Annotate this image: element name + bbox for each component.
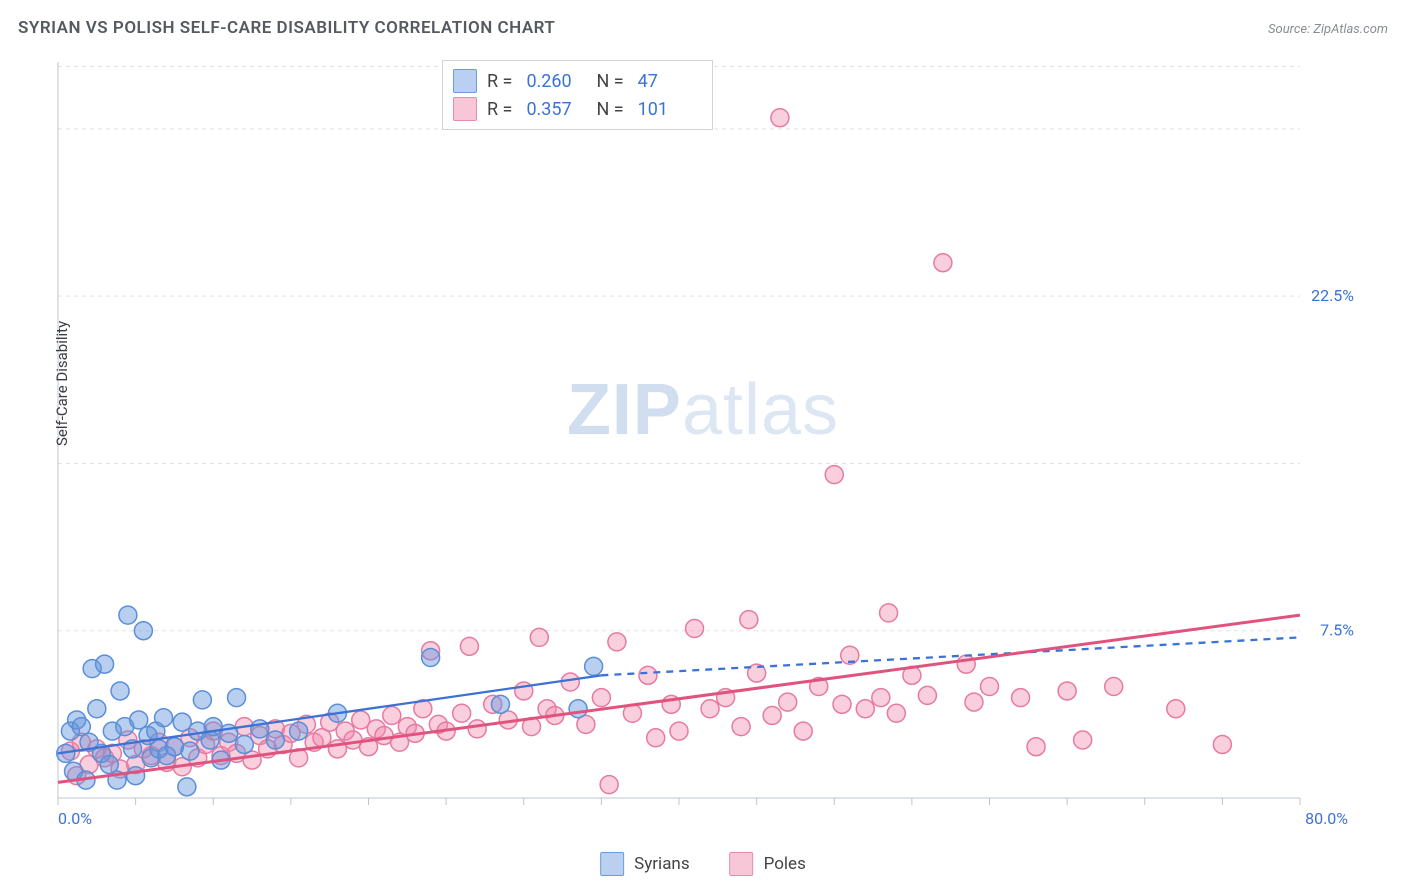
scatter-point [422, 648, 440, 666]
scatter-point [127, 767, 145, 785]
scatter-chart: 7.5% 22.5% 0.0% 80.0% [50, 52, 1360, 840]
scatter-point [88, 700, 106, 718]
legend-item: Poles [730, 852, 806, 876]
legend-row: R = 0.260 N = 47 [453, 67, 698, 95]
scatter-point [918, 686, 936, 704]
scatter-point [569, 700, 587, 718]
x-tick-label: 0.0% [58, 809, 92, 828]
scatter-point [585, 657, 603, 675]
scatter-point [856, 700, 874, 718]
scatter-point [193, 691, 211, 709]
scatter-point [608, 633, 626, 651]
scatter-point [887, 704, 905, 722]
scatter-point [155, 709, 173, 727]
legend-r-value: 0.357 [526, 99, 586, 120]
legend-label: Poles [764, 854, 806, 874]
scatter-point [96, 655, 114, 673]
scatter-point [130, 711, 148, 729]
scatter-point [934, 254, 952, 272]
legend-n-value: 47 [638, 71, 698, 92]
x-tick-label: 80.0% [1305, 809, 1348, 828]
scatter-point [266, 731, 284, 749]
scatter-point [965, 693, 983, 711]
chart-title: SYRIAN VS POLISH SELF-CARE DISABILITY CO… [18, 18, 555, 38]
legend-item: Syrians [600, 852, 689, 876]
scatter-point [701, 700, 719, 718]
scatter-point [1074, 731, 1092, 749]
scatter-point [1213, 735, 1231, 753]
plot-area: Self-Care Disability 7.5% 22.5% 0.0% 80.0% [50, 52, 1360, 840]
scatter-point [228, 689, 246, 707]
legend-swatch [453, 69, 477, 93]
trend-line-dash [601, 637, 1300, 675]
scatter-point [1012, 689, 1030, 707]
scatter-point [453, 704, 471, 722]
scatter-point [468, 720, 486, 738]
scatter-point [686, 619, 704, 637]
scatter-point [779, 693, 797, 711]
scatter-point [880, 604, 898, 622]
scatter-point [383, 706, 401, 724]
scatter-point [460, 637, 478, 655]
scatter-point [763, 706, 781, 724]
scatter-point [181, 742, 199, 760]
legend-n-label: N = [596, 99, 623, 120]
scatter-point [178, 778, 196, 796]
series-legend: Syrians Poles [600, 852, 806, 876]
scatter-point [290, 722, 308, 740]
legend-swatch [730, 852, 754, 876]
scatter-point [647, 729, 665, 747]
scatter-point [639, 666, 657, 684]
scatter-point [111, 682, 129, 700]
scatter-point [794, 722, 812, 740]
scatter-point [740, 611, 758, 629]
y-tick-label: 22.5% [1311, 286, 1354, 305]
scatter-point [119, 606, 137, 624]
scatter-point [1027, 738, 1045, 756]
scatter-point [833, 695, 851, 713]
scatter-point [530, 628, 548, 646]
legend-label: Syrians [634, 854, 689, 874]
legend-swatch [600, 852, 624, 876]
scatter-point [771, 109, 789, 127]
scatter-point [1105, 677, 1123, 695]
y-axis-label: Self-Care Disability [53, 321, 71, 446]
legend-row: R = 0.357 N = 101 [453, 95, 698, 123]
scatter-point [134, 622, 152, 640]
legend-swatch [453, 97, 477, 121]
y-tick-label: 7.5% [1320, 621, 1354, 640]
scatter-point [825, 466, 843, 484]
legend-r-label: R = [487, 99, 512, 120]
scatter-point [1167, 700, 1185, 718]
correlation-legend: R = 0.260 N = 47 R = 0.357 N = 101 [442, 60, 713, 130]
legend-r-value: 0.260 [526, 71, 586, 92]
scatter-point [872, 689, 890, 707]
scatter-point [670, 722, 688, 740]
scatter-point [235, 735, 253, 753]
scatter-point [1058, 682, 1076, 700]
scatter-point [981, 677, 999, 695]
scatter-point [561, 673, 579, 691]
scatter-point [592, 689, 610, 707]
legend-r-label: R = [487, 71, 512, 92]
scatter-point [600, 776, 618, 794]
scatter-point [491, 695, 509, 713]
legend-n-value: 101 [638, 99, 698, 120]
legend-n-label: N = [596, 71, 623, 92]
source-attribution: Source: ZipAtlas.com [1268, 22, 1388, 37]
scatter-point [732, 718, 750, 736]
